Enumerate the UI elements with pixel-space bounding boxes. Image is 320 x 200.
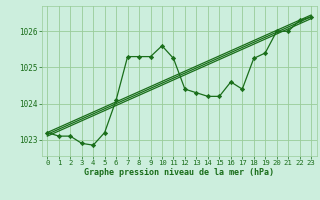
- X-axis label: Graphe pression niveau de la mer (hPa): Graphe pression niveau de la mer (hPa): [84, 168, 274, 177]
